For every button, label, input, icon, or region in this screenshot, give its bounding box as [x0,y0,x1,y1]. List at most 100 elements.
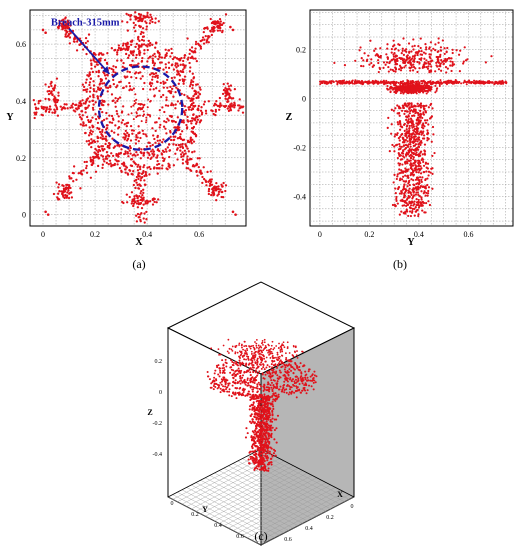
data-point [34,106,38,109]
data-point [275,366,278,369]
data-point [209,29,212,33]
data-point [323,80,326,83]
data-point [68,42,71,45]
data-point [407,214,410,218]
data-point [212,193,216,196]
data-point [419,165,422,168]
data-point [138,114,141,117]
data-point [432,133,435,136]
data-point [79,115,82,119]
data-point [247,384,250,387]
data-point [256,365,259,368]
data-point [69,24,72,27]
data-point [162,82,165,85]
data-point [96,121,100,125]
data-point [428,117,432,120]
data-point [149,41,152,45]
data-point [396,202,399,205]
data-point [405,118,408,121]
data-point [283,389,286,392]
data-point [304,382,307,385]
data-point [193,89,196,93]
data-point [156,163,159,166]
data-point [226,350,229,353]
data-point [88,95,92,98]
data-point [407,168,410,171]
data-point [120,59,123,62]
data-point [222,388,225,391]
data-point [135,202,139,205]
arrow-head [102,65,110,74]
data-point [174,152,177,155]
data-point [430,140,433,143]
data-point [183,149,187,152]
data-point [443,52,446,56]
data-point [206,170,209,174]
data-point [85,164,88,168]
data-point [112,78,115,82]
data-point [416,168,419,171]
data-point [419,87,422,90]
data-point [400,151,404,155]
data-point [145,25,148,28]
data-point [251,388,254,391]
data-point [389,68,392,71]
data-point [149,19,152,22]
data-point [134,16,138,20]
data-point [153,200,156,203]
data-point [133,72,137,75]
data-point [243,345,246,347]
data-point [294,378,297,381]
data-point [158,139,162,142]
data-point [235,397,238,400]
panel-a-points [32,11,245,224]
data-point [398,213,401,216]
floor-grid-line [246,489,341,538]
data-point [246,349,249,352]
data-point [125,125,128,128]
data-point [139,108,142,111]
data-point [191,117,194,120]
data-point [150,150,153,153]
data-point [260,361,263,364]
data-point [223,368,226,371]
data-point [246,377,249,380]
data-point [183,56,186,59]
data-point [246,394,249,397]
data-point [237,364,240,367]
data-point [129,146,132,150]
floor-grid-line [228,480,322,529]
data-point [425,87,428,90]
data-point [276,386,279,389]
data-point [137,47,140,51]
data-point [100,102,103,105]
data-point [386,126,389,129]
data-point [394,107,397,110]
data-point [164,127,167,130]
data-point [254,369,257,372]
data-point [410,87,413,91]
data-point [186,140,190,144]
data-point [112,70,115,73]
data-point [429,103,432,107]
data-point [136,206,140,209]
data-point [191,99,194,102]
data-point [424,161,428,164]
data-point [289,360,292,363]
data-point [323,82,326,85]
data-point [195,96,198,100]
data-point [242,348,244,351]
data-point [415,209,419,212]
data-point [229,371,232,374]
data-point [126,150,129,154]
data-point [416,85,419,88]
data-point [97,53,101,56]
data-point [182,154,185,158]
data-point [422,113,426,116]
data-point [74,107,78,110]
data-point [57,186,60,189]
data-point [238,380,241,383]
data-point [412,158,415,161]
data-point [178,78,181,82]
data-point [424,194,427,197]
